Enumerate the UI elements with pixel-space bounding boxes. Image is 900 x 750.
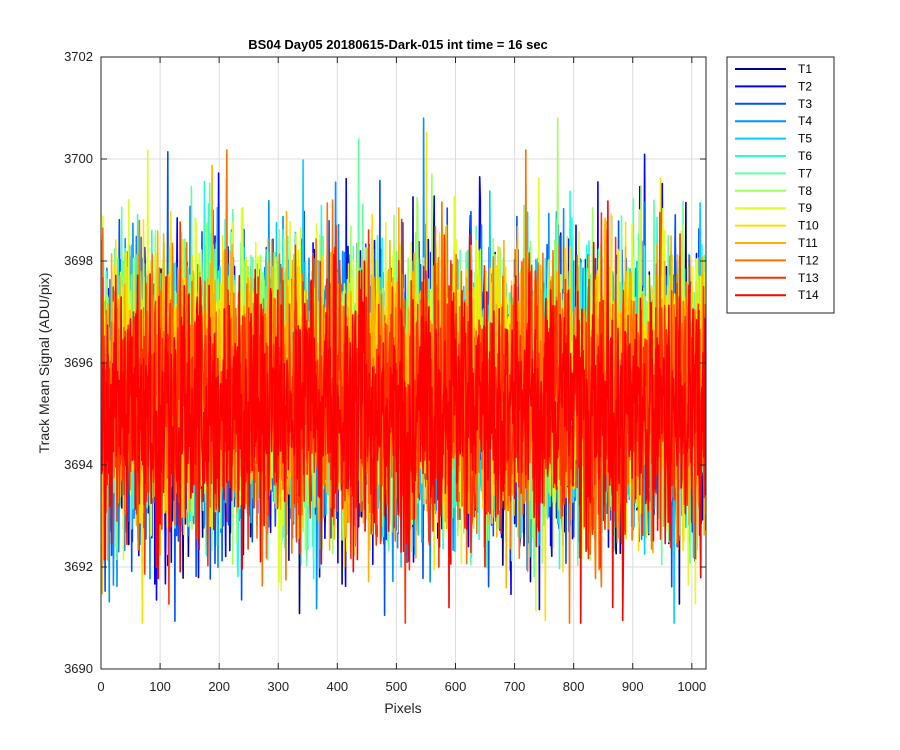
x-tick-label: 800 (563, 679, 585, 694)
legend-label-t4: T4 (798, 114, 812, 128)
y-tick-label: 3700 (64, 151, 93, 166)
legend-label-t9: T9 (798, 201, 812, 215)
legend: T1 T2 T3 T4 T5 T6 T7 T8 T9 T10 T11 T12 T13 T14 (726, 56, 835, 314)
legend-box (726, 56, 835, 314)
series-line-t14 (101, 200, 706, 624)
y-tick-label: 3692 (64, 559, 93, 574)
y-tick-label: 3702 (64, 49, 93, 64)
legend-label-t6: T6 (798, 149, 812, 163)
legend-label-t5: T5 (798, 132, 812, 146)
x-tick-label: 300 (267, 679, 289, 694)
x-tick-label: 900 (622, 679, 644, 694)
x-tick-label: 200 (208, 679, 230, 694)
x-tick-label: 0 (97, 679, 104, 694)
y-axis-title: Track Mean Signal (ADU/pix) (36, 273, 52, 454)
chart-title: BS04 Day05 20180615-Dark-015 int time = … (248, 37, 548, 52)
y-tick-label: 3694 (64, 457, 93, 472)
x-tick-label: 600 (445, 679, 467, 694)
legend-label-t7: T7 (798, 166, 812, 180)
legend-label-t2: T2 (798, 79, 812, 93)
legend-label-t14: T14 (798, 288, 819, 302)
x-tick-label: 400 (326, 679, 348, 694)
y-tick-label: 3696 (64, 355, 93, 370)
legend-label-t10: T10 (798, 219, 819, 233)
legend-label-t8: T8 (798, 184, 812, 198)
series-lines (101, 117, 706, 624)
x-tick-label: 500 (386, 679, 408, 694)
legend-label-t11: T11 (798, 236, 818, 250)
x-tick-label: 700 (504, 679, 526, 694)
x-tick-label: 100 (149, 679, 171, 694)
axis-ticks: 0 100 200 300 400 500 600 700 800 900 1000 3690 3692… (64, 49, 706, 694)
legend-label-t1: T1 (798, 62, 812, 76)
legend-label-t3: T3 (798, 97, 812, 111)
legend-label-t12: T12 (798, 253, 819, 267)
legend-label-t13: T13 (798, 271, 819, 285)
x-tick-label: 1000 (677, 679, 706, 694)
y-tick-label: 3698 (64, 253, 93, 268)
y-tick-label: 3690 (64, 661, 93, 676)
x-axis-title: Pixels (384, 700, 421, 716)
